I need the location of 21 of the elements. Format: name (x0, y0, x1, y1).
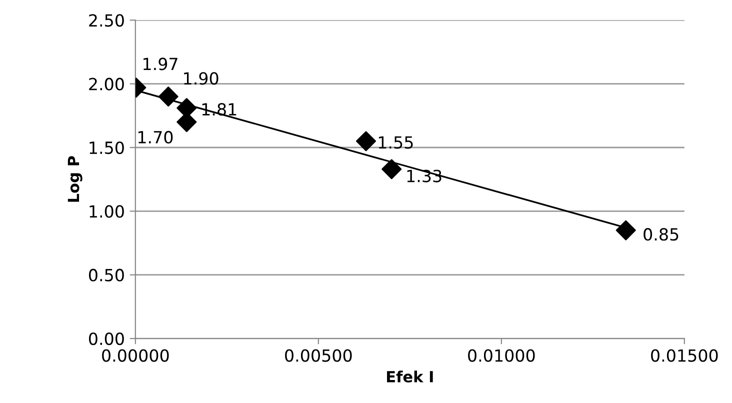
y-tick-label: 2.50 (89, 14, 124, 27)
y-tick-label: 0.50 (88, 268, 124, 282)
y-tick-label: 2.00 (89, 78, 124, 90)
x-tick-label: 0.00000 (102, 349, 169, 362)
x-axis-title: Efek I (387, 370, 433, 382)
data-label: 1.55 (378, 136, 413, 149)
y-tick-label: 1.50 (90, 141, 124, 154)
data-label: 1.97 (144, 58, 178, 70)
data-label: 1.70 (138, 130, 173, 144)
point (382, 159, 402, 180)
point (158, 86, 178, 107)
point (356, 131, 376, 152)
data-label: 1.90 (184, 72, 218, 85)
y-tick-label: 1.00 (90, 205, 124, 218)
y-tick-label: 0.00 (88, 332, 124, 346)
point (616, 220, 636, 240)
data-label: 0.85 (644, 228, 678, 241)
x-tick-label: 0.01000 (468, 349, 535, 362)
x-tick-label: 0.00500 (285, 349, 352, 362)
x-tick-label: 0.01500 (651, 349, 718, 362)
y-axis-title: Log P (68, 156, 82, 202)
